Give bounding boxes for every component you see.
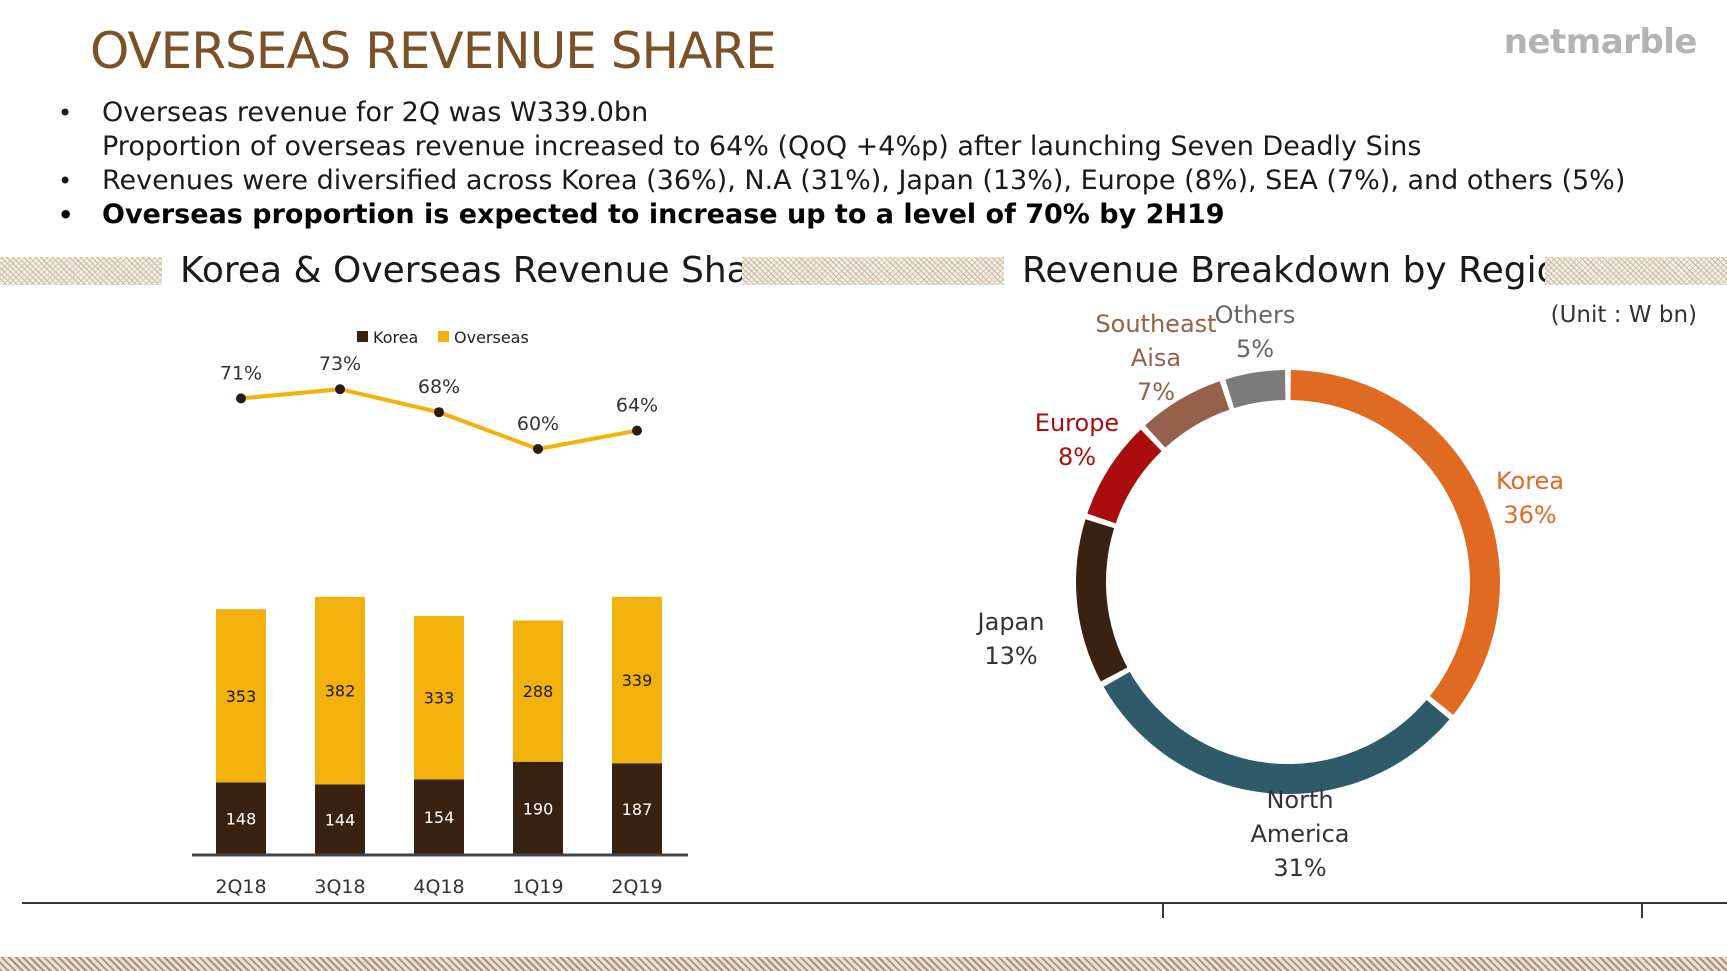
- bar-overseas-label: 382: [325, 682, 356, 701]
- donut-slice-name: Southeast: [1095, 310, 1216, 338]
- bullet-text: Revenues were diversified across Korea (…: [102, 165, 1626, 196]
- netmarble-logo: netmarble: [1503, 22, 1698, 62]
- line-point-label: 64%: [616, 395, 658, 417]
- line-point: [434, 407, 444, 418]
- donut-slice-pct: 31%: [1273, 854, 1326, 882]
- bar-korea: [513, 761, 563, 855]
- donut-slice-name: America: [1251, 820, 1350, 848]
- bullet-text: Overseas proportion is expected to incre…: [102, 199, 1225, 230]
- bottom-rule-tick: [1162, 902, 1164, 918]
- bar-korea: [414, 779, 464, 855]
- bullet-text-line2: Proportion of overseas revenue increased…: [102, 131, 1422, 162]
- donut-slice-label: Others 5%: [1215, 301, 1296, 363]
- bullet-dot-icon: •: [58, 167, 73, 195]
- section-divider-right: [1545, 257, 1727, 285]
- bullet-item: • Overseas revenue for 2Q was W339.0bn P…: [52, 96, 1625, 164]
- line-point: [236, 393, 246, 404]
- legend-overseas-swatch: [438, 331, 449, 342]
- legend-korea-label: Korea: [373, 328, 418, 347]
- line-point-label: 60%: [517, 413, 559, 435]
- line-point-label: 71%: [220, 362, 262, 384]
- donut-slice-name: Korea: [1496, 467, 1564, 495]
- summary-bullets: • Overseas revenue for 2Q was W339.0bn P…: [52, 96, 1625, 232]
- bar-overseas-label: 353: [226, 687, 257, 706]
- donut-slice-name: North: [1266, 786, 1333, 814]
- donut-slice-label: Japan 13%: [976, 608, 1045, 670]
- bar-overseas-label: 339: [622, 671, 653, 690]
- legend-korea-swatch: [357, 331, 368, 342]
- donut-slice: [1225, 370, 1286, 409]
- bottom-rule-tick: [1641, 902, 1643, 918]
- bottom-rule: [22, 902, 1727, 904]
- x-tick-label: 1Q19: [512, 876, 563, 898]
- section-divider-middle: [742, 257, 1004, 285]
- x-tick-label: 2Q18: [215, 876, 266, 898]
- donut-slice-label: Southeast Aisa 7%: [1095, 310, 1216, 406]
- bullet-text: Overseas revenue for 2Q was W339.0bn: [102, 97, 649, 128]
- donut-slice-name: Japan: [976, 608, 1045, 636]
- donut-slice-pct: 7%: [1137, 378, 1175, 406]
- section-divider-left: [0, 257, 162, 285]
- donut-slice: [1145, 381, 1230, 448]
- right-section-title: Revenue Breakdown by Region: [1022, 250, 1582, 291]
- donut-slice-name: Europe: [1035, 409, 1119, 437]
- left-section-title: Korea & Overseas Revenue Share: [180, 250, 785, 291]
- bar-korea: [216, 782, 266, 855]
- bar-overseas: [513, 620, 563, 762]
- bullet-dot-icon: •: [58, 201, 74, 229]
- bar-overseas: [216, 609, 266, 783]
- donut-slice-pct: 36%: [1503, 501, 1556, 529]
- bar-korea-label: 144: [325, 811, 356, 830]
- bar-korea-label: 148: [226, 810, 257, 829]
- line-point: [335, 384, 345, 395]
- bar-overseas-label: 288: [523, 682, 554, 701]
- donut-slice-name: Aisa: [1131, 344, 1181, 372]
- line-point-label: 73%: [319, 353, 361, 375]
- donut-slice-pct: 8%: [1058, 443, 1096, 471]
- bar-overseas-label: 333: [424, 689, 455, 708]
- bar-overseas: [414, 616, 464, 780]
- donut-slice: [1087, 429, 1162, 524]
- bar-overseas: [612, 596, 662, 764]
- bar-korea-label: 187: [622, 800, 653, 819]
- x-tick-label: 4Q18: [413, 876, 464, 898]
- legend-overseas-label: Overseas: [454, 328, 529, 347]
- donut-slice: [1103, 671, 1450, 795]
- donut-slice-label: Europe 8%: [1035, 409, 1119, 471]
- donut-slice: [1076, 519, 1128, 682]
- x-tick-label: 3Q18: [314, 876, 365, 898]
- donut-slice-pct: 13%: [984, 642, 1037, 670]
- donut-slice-name: Others: [1215, 301, 1296, 329]
- line-point: [533, 444, 543, 454]
- line-point-label: 68%: [418, 376, 460, 398]
- bar-overseas: [315, 596, 365, 785]
- footer-band: [0, 957, 1727, 971]
- bar-korea-label: 154: [424, 808, 455, 827]
- bullet-item: • Overseas proportion is expected to inc…: [52, 198, 1625, 232]
- page-title: OVERSEAS REVENUE SHARE: [90, 22, 777, 80]
- bullet-dot-icon: •: [58, 99, 73, 127]
- donut-slice: [1290, 370, 1501, 715]
- chart-legend: Korea Overseas: [357, 328, 529, 347]
- x-tick-label: 2Q19: [611, 876, 662, 898]
- donut-slice-label: Korea 36%: [1496, 467, 1564, 529]
- bar-korea: [315, 784, 365, 855]
- unit-note: (Unit : W bn): [1550, 302, 1697, 328]
- bar-korea-label: 190: [523, 799, 554, 818]
- donut-slice-pct: 5%: [1236, 335, 1274, 363]
- bullet-item: • Revenues were diversified across Korea…: [52, 164, 1625, 198]
- line-point: [632, 425, 642, 436]
- donut-slice-label: North America 31%: [1251, 786, 1350, 882]
- bar-korea: [612, 763, 662, 855]
